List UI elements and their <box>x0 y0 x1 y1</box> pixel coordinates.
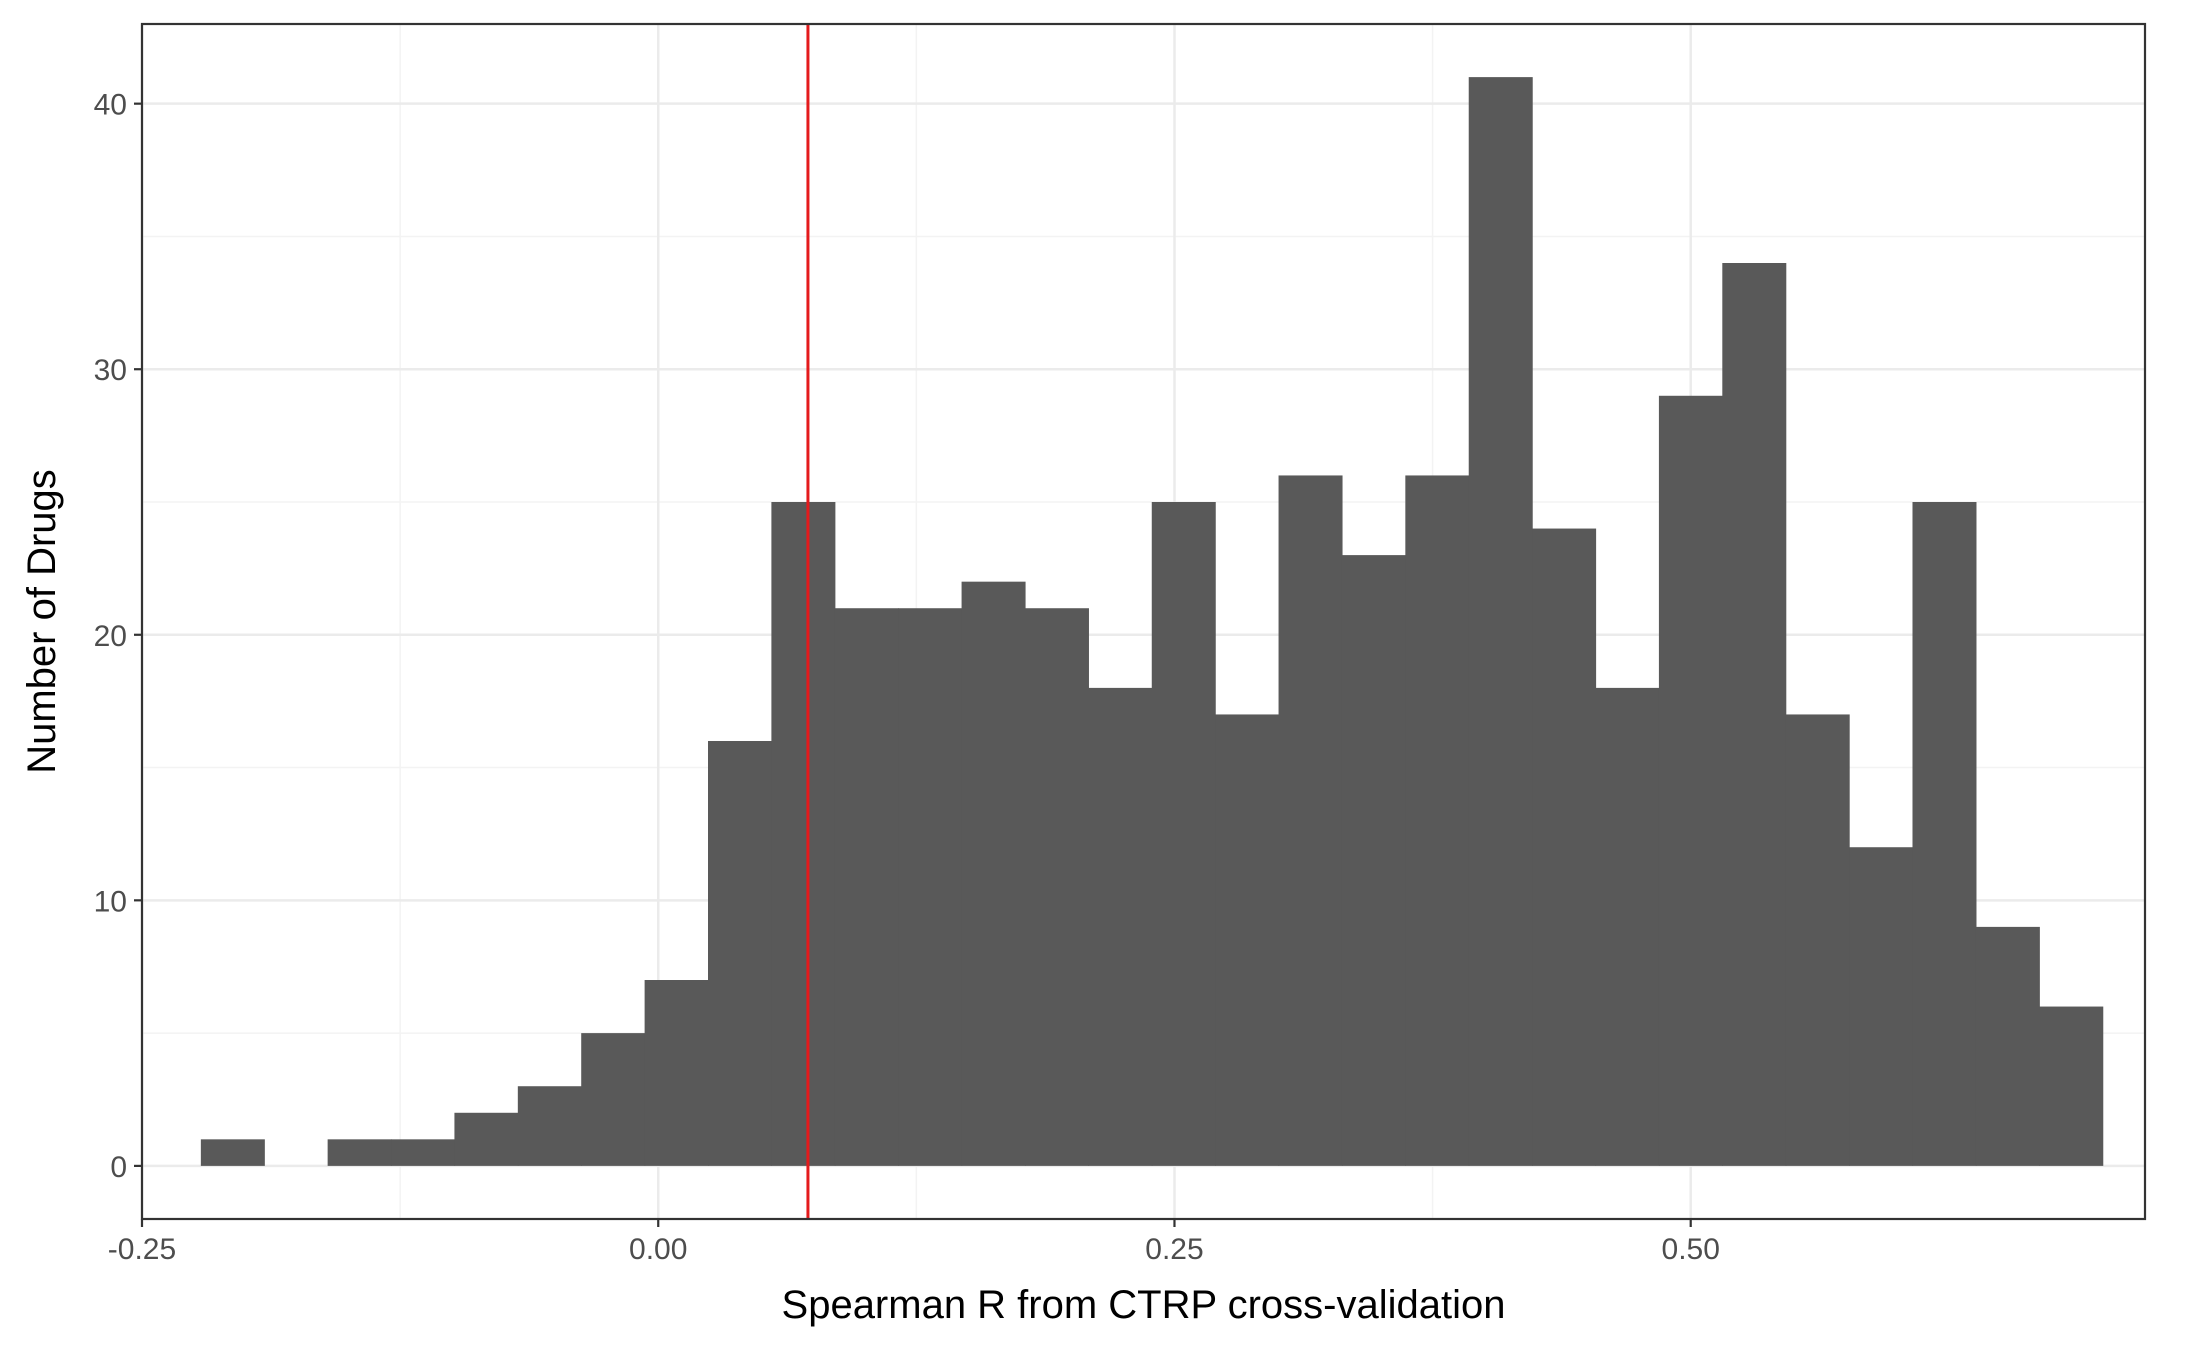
x-axis-title: Spearman R from CTRP cross-validation <box>782 1283 1506 1327</box>
histogram-bar <box>961 581 1026 1166</box>
x-tick-label: -0.25 <box>108 1233 176 1266</box>
x-tick-label: 0.25 <box>1145 1233 1203 1266</box>
histogram-bar <box>1024 608 1089 1166</box>
x-tick-label: 0.50 <box>1662 1233 1720 1266</box>
y-axis-title: Number of Drugs <box>20 469 64 774</box>
histogram-bar <box>1658 395 1723 1166</box>
histogram-bar <box>1975 926 2040 1166</box>
x-tick-label: 0.00 <box>629 1233 687 1266</box>
histogram-bar <box>1849 847 1914 1166</box>
histogram-bar <box>1405 475 1470 1166</box>
y-tick-label: 0 <box>110 1151 127 1184</box>
histogram-bars <box>200 77 2104 1166</box>
histogram-bar <box>1785 714 1850 1166</box>
histogram-bar <box>1215 714 1280 1166</box>
histogram-bar <box>327 1139 392 1166</box>
histogram-bar <box>708 741 772 1166</box>
histogram-bar <box>1722 263 1787 1166</box>
histogram-bar <box>2039 1006 2104 1166</box>
histogram-bar <box>1151 502 1216 1166</box>
histogram-bar <box>834 608 899 1166</box>
histogram-bar <box>517 1086 582 1166</box>
histogram-bar <box>581 1033 646 1166</box>
histogram-bar <box>454 1112 519 1166</box>
histogram-bar <box>391 1139 456 1166</box>
panel-border <box>140 22 2147 1221</box>
histogram-bar <box>1468 77 1533 1166</box>
histogram-bar <box>1278 475 1343 1166</box>
y-tick-label: 10 <box>94 885 127 918</box>
histogram-bar <box>644 980 709 1166</box>
histogram-bar <box>1341 555 1406 1166</box>
y-tick-label: 40 <box>94 89 127 122</box>
histogram-bar <box>898 608 963 1166</box>
histogram-bar <box>771 502 836 1166</box>
histogram-bar <box>1595 687 1660 1166</box>
histogram-bar <box>1532 528 1597 1166</box>
y-tick-label: 30 <box>94 354 127 387</box>
y-tick-label: 20 <box>94 620 127 653</box>
histogram-bar <box>200 1139 265 1166</box>
y-axis: 0 10 20 30 40 <box>94 89 142 1184</box>
x-axis: -0.25 0.00 0.25 0.50 <box>108 1219 1720 1266</box>
histogram-bar <box>1912 502 1977 1166</box>
histogram-bar <box>1088 687 1153 1166</box>
